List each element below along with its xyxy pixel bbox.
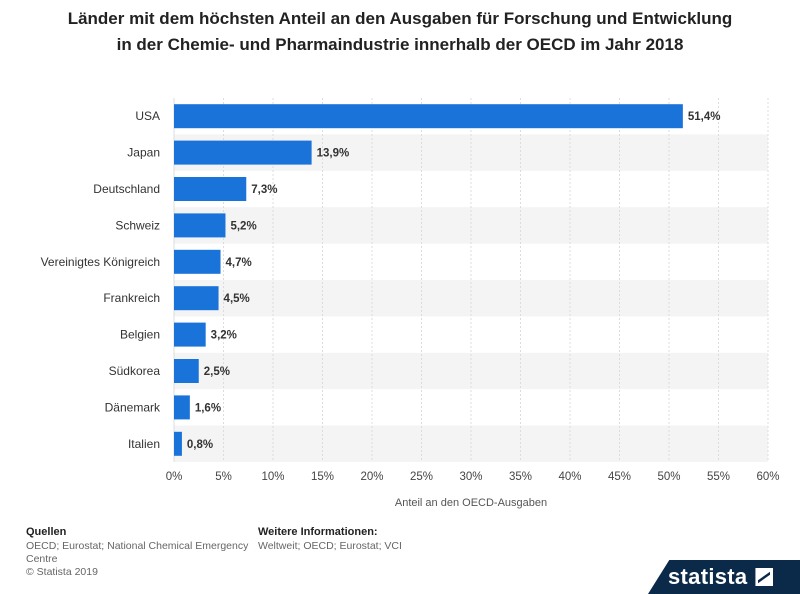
- x-tick-label: 0%: [166, 471, 183, 483]
- value-label: 3,2%: [211, 330, 237, 342]
- value-label: 7,3%: [251, 184, 277, 196]
- value-label: 4,7%: [226, 257, 252, 269]
- value-label: 1,6%: [195, 402, 221, 414]
- category-label: USA: [135, 109, 160, 123]
- x-tick-label: 50%: [657, 471, 680, 483]
- category-label: Schweiz: [115, 218, 160, 232]
- category-label: Japan: [127, 146, 160, 160]
- value-label: 51,4%: [688, 111, 721, 123]
- info-heading: Weitere Informationen:: [258, 526, 378, 538]
- category-label: Belgien: [120, 328, 160, 342]
- bar: [174, 177, 247, 201]
- bar: [174, 322, 206, 347]
- x-tick-label: 45%: [608, 471, 631, 483]
- sources-line-2: Centre: [26, 553, 58, 565]
- value-label: 4,5%: [224, 293, 250, 305]
- x-tick-label: 25%: [410, 471, 433, 483]
- chart-title: Länder mit dem höchsten Anteil an den Au…: [67, 9, 733, 54]
- x-tick-label: 40%: [558, 471, 581, 483]
- bar: [174, 249, 221, 274]
- category-label: Dänemark: [105, 400, 161, 414]
- bar: [174, 140, 312, 165]
- x-axis-title: Anteil an den OECD-Ausgaben: [395, 497, 547, 509]
- category-label: Italien: [128, 437, 160, 451]
- category-label: Deutschland: [93, 182, 160, 196]
- value-label: 2,5%: [204, 366, 230, 378]
- category-label: Vereinigtes Königreich: [41, 255, 160, 269]
- value-label: 0,8%: [187, 439, 213, 451]
- bar: [174, 286, 219, 311]
- x-tick-label: 30%: [459, 471, 482, 483]
- sources-heading: Quellen: [26, 526, 67, 538]
- category-label: Südkorea: [109, 364, 161, 378]
- x-tick-label: 15%: [311, 471, 334, 483]
- x-tick-label: 20%: [360, 471, 383, 483]
- bar: [174, 104, 683, 129]
- statista-mark-icon: [755, 568, 774, 586]
- bar-chart: 0% 5% 10% 15% 20% 25% 30% 35% 40% 45% 50% 55% 60% USA…: [41, 98, 780, 509]
- statista-logo[interactable]: statista: [648, 560, 800, 594]
- value-label: 13,9%: [317, 148, 350, 160]
- bar: [174, 213, 226, 238]
- x-tick-label: 60%: [756, 471, 779, 483]
- value-label: 5,2%: [230, 220, 256, 232]
- category-label: Frankreich: [103, 291, 160, 305]
- x-tick-label: 10%: [261, 471, 284, 483]
- copyright: © Statista 2019: [26, 566, 98, 578]
- x-tick-label: 5%: [215, 471, 232, 483]
- sources-line-1: OECD; Eurostat; National Chemical Emerge…: [26, 540, 249, 552]
- logo-text: statista: [668, 564, 748, 589]
- row-band: [174, 207, 768, 244]
- info-text: Weltweit; OECD; Eurostat; VCI: [258, 540, 402, 552]
- bar: [174, 431, 182, 456]
- bar: [174, 395, 190, 420]
- x-tick-label: 55%: [707, 471, 730, 483]
- bar: [174, 359, 199, 383]
- x-tick-label: 35%: [509, 471, 532, 483]
